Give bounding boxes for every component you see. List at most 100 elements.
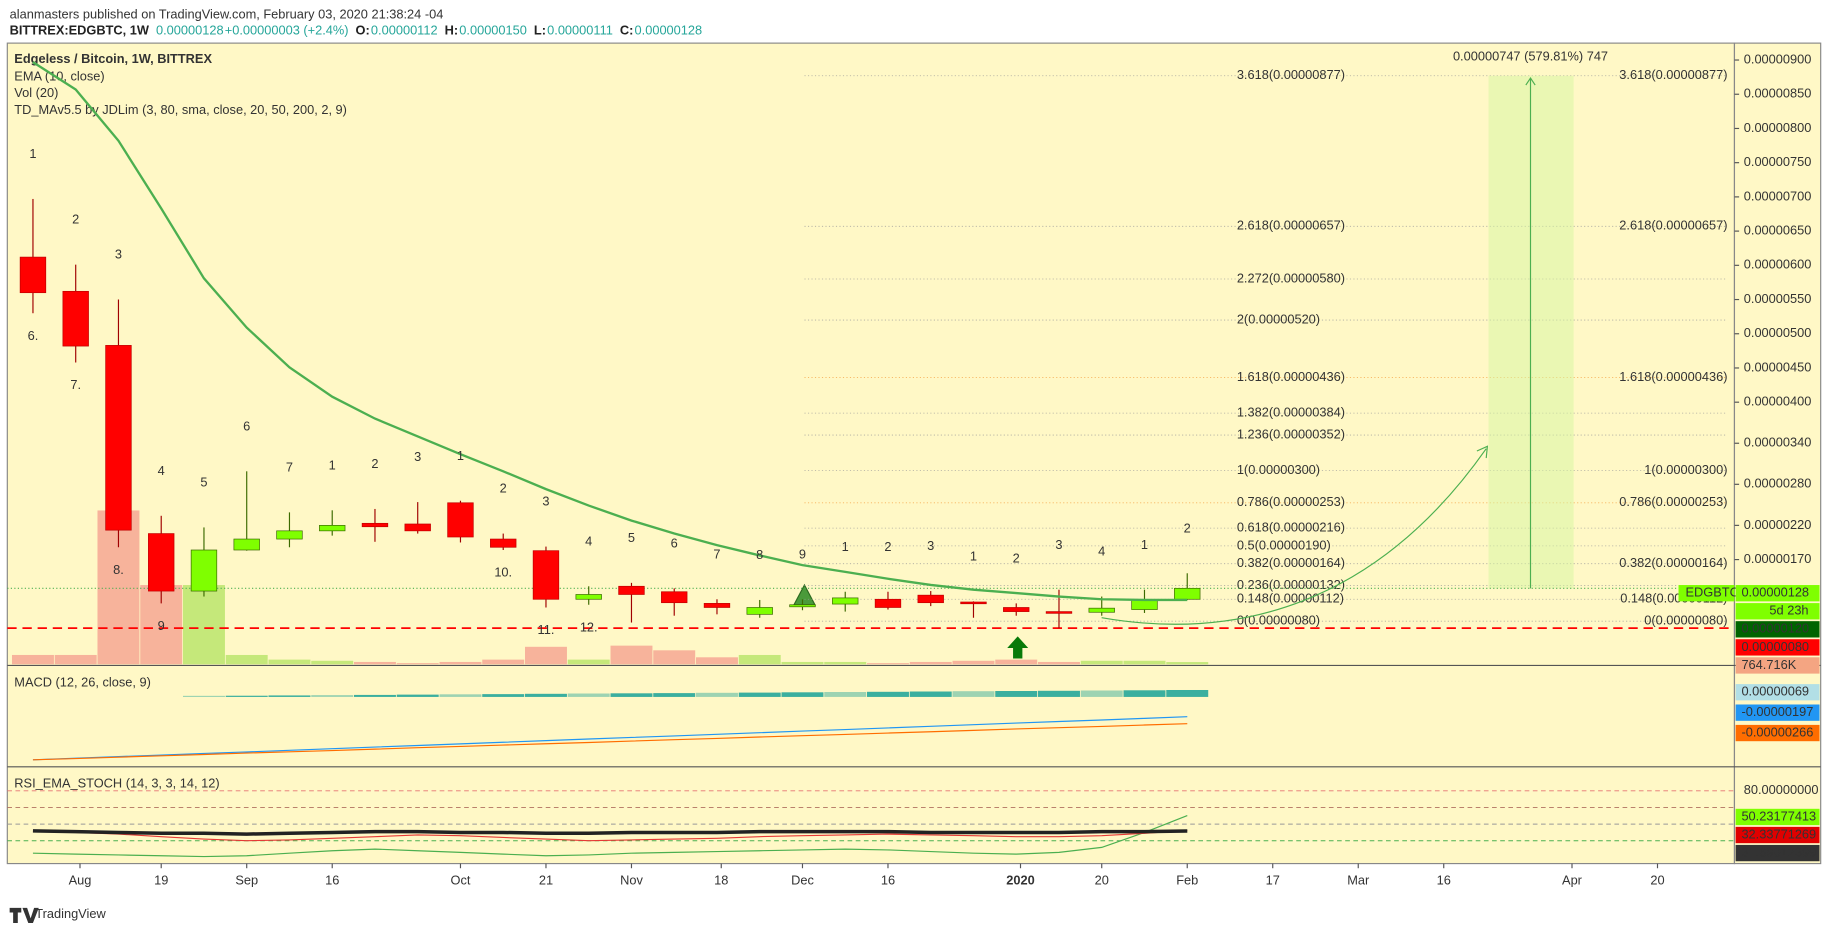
x-tick-label: Apr bbox=[1562, 872, 1583, 887]
price-label-box bbox=[1735, 724, 1820, 742]
volume-bar bbox=[182, 585, 225, 665]
symbol-part: 0.00000111 bbox=[547, 23, 613, 38]
td-count: 2 bbox=[371, 456, 378, 471]
x-tick-label: 18 bbox=[714, 872, 728, 887]
y-tick-label: 0.00000700 bbox=[1744, 188, 1812, 203]
volume-bar bbox=[1038, 661, 1080, 665]
price-label: 0.00000128 bbox=[1741, 585, 1809, 600]
volume-bar bbox=[1166, 662, 1209, 665]
candle-body bbox=[19, 256, 47, 294]
price-label-box bbox=[1735, 585, 1820, 602]
macd-line bbox=[32, 716, 1188, 761]
x-tick-label: 20 bbox=[1095, 872, 1109, 887]
td-count: 2 bbox=[1184, 520, 1191, 535]
y-tick-label: 0.00000280 bbox=[1744, 476, 1812, 491]
fib-label: 0.382(0.00000164) bbox=[1619, 555, 1727, 570]
td-count: 1 bbox=[29, 146, 36, 161]
x-tick-label: 2020 bbox=[1006, 872, 1034, 887]
measure-label: 0.00000747 (579.81%) 747 bbox=[1453, 48, 1608, 63]
y-tick-label: 0.00000600 bbox=[1744, 257, 1812, 272]
histogram-bar bbox=[952, 691, 995, 697]
symbol-part: 0.00000150 bbox=[459, 23, 527, 38]
price-label-box bbox=[1735, 684, 1820, 701]
td-count: 8. bbox=[113, 562, 124, 577]
volume-bar bbox=[11, 654, 54, 665]
candle-body bbox=[746, 607, 773, 615]
symbol-part: +0.00000003 (+2.4%) bbox=[225, 23, 349, 38]
symbol-line: BITTREX:EDGBTC, 1W 0.00000128+0.00000003 … bbox=[10, 23, 703, 38]
td-count: 5 bbox=[200, 475, 207, 490]
volume-bar bbox=[268, 659, 311, 665]
price-label: 50.23177413 bbox=[1741, 808, 1816, 823]
fib-label: 0.236(0.00000132) bbox=[1237, 577, 1345, 592]
histogram-bar bbox=[1166, 689, 1209, 697]
histogram-bar bbox=[1080, 690, 1123, 697]
histogram-bar bbox=[695, 692, 738, 697]
td-count: 1 bbox=[457, 448, 464, 463]
x-tick-label: 19 bbox=[154, 872, 168, 887]
candle-body bbox=[575, 594, 602, 600]
volume-bar bbox=[909, 661, 952, 665]
price-label: 32.33771269 bbox=[1741, 826, 1816, 841]
symbol-part: 0.00000128 bbox=[156, 23, 224, 38]
histogram-bar bbox=[182, 695, 225, 697]
volume-bar bbox=[524, 646, 567, 665]
histogram-bar bbox=[524, 693, 567, 697]
candle-body bbox=[105, 345, 132, 531]
histogram-bar bbox=[396, 694, 439, 697]
td-count: 9 bbox=[799, 546, 806, 561]
volume-bar bbox=[225, 654, 268, 665]
fib-label: 0.786(0.00000253) bbox=[1237, 494, 1345, 509]
histogram-bar bbox=[268, 695, 311, 697]
fib-label: 1(0.00000300) bbox=[1237, 462, 1320, 477]
price-label: 764.716K bbox=[1741, 657, 1796, 672]
td-count: 1 bbox=[1141, 537, 1148, 552]
volume-bar bbox=[824, 661, 867, 665]
fib-label: 0(0.00000080) bbox=[1644, 613, 1727, 628]
td-count: 1 bbox=[842, 539, 849, 554]
td-count: 6 bbox=[243, 418, 250, 433]
x-tick-label: 20 bbox=[1650, 872, 1664, 887]
symbol-part: L: bbox=[534, 23, 546, 38]
y-tick-label: 0.00000650 bbox=[1744, 222, 1812, 237]
histogram-bar bbox=[225, 695, 268, 697]
td-count: 6. bbox=[28, 328, 39, 343]
fib-label: 0.5(0.00000190) bbox=[1237, 537, 1331, 552]
volume-bar bbox=[567, 659, 610, 665]
x-tick-label: Dec bbox=[791, 872, 814, 887]
volume-bar bbox=[952, 660, 995, 665]
volume-bar bbox=[353, 661, 396, 665]
td-count: 2 bbox=[500, 481, 507, 496]
td-count: 5 bbox=[628, 530, 635, 545]
up-arrow-marker bbox=[1007, 636, 1029, 659]
histogram-bar bbox=[1123, 690, 1166, 697]
td-count: 7 bbox=[286, 459, 293, 474]
volume-bar bbox=[867, 663, 909, 665]
td-count: 3 bbox=[115, 247, 122, 262]
histogram-bar bbox=[353, 694, 396, 697]
histogram-bar bbox=[1038, 690, 1080, 697]
footer-logo: TradingView bbox=[9, 906, 106, 924]
x-tick-label: Mar bbox=[1347, 872, 1370, 887]
td-count: 4 bbox=[1098, 544, 1105, 559]
histogram-bar bbox=[995, 690, 1038, 697]
fib-label: 1.618(0.00000436) bbox=[1237, 369, 1345, 384]
symbol-part: BITTREX:EDGBTC, 1W bbox=[10, 23, 150, 38]
td-count: 11. bbox=[538, 622, 555, 637]
td-count: 9 bbox=[158, 618, 165, 633]
indicator-legend: TD_MAv5.5 by JDLim (3, 80, sma, close, 2… bbox=[14, 102, 347, 117]
y-tick-label: 0.00000550 bbox=[1744, 291, 1812, 306]
price-label: 31.69012399 bbox=[1741, 844, 1816, 859]
histogram-bar bbox=[781, 692, 824, 697]
price-label: 0.00000120 bbox=[1741, 621, 1809, 636]
candle-body bbox=[618, 585, 645, 595]
histogram-bar bbox=[311, 695, 354, 697]
y-tick-label: 0.00000220 bbox=[1744, 517, 1812, 532]
y-tick-label: 80.00000000 bbox=[1744, 782, 1819, 797]
y-tick-label: 0.00000400 bbox=[1744, 394, 1812, 409]
candle-body bbox=[661, 591, 688, 604]
histogram-bar bbox=[738, 692, 781, 697]
candle-body bbox=[1045, 611, 1073, 614]
